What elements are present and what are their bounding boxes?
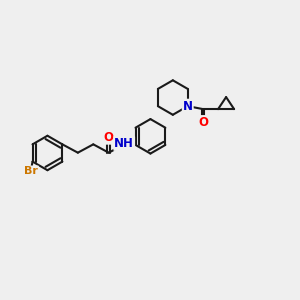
- Text: NH: NH: [114, 137, 134, 150]
- Text: Br: Br: [24, 167, 38, 176]
- Text: O: O: [104, 131, 114, 144]
- Text: O: O: [198, 116, 208, 129]
- Text: N: N: [183, 100, 193, 113]
